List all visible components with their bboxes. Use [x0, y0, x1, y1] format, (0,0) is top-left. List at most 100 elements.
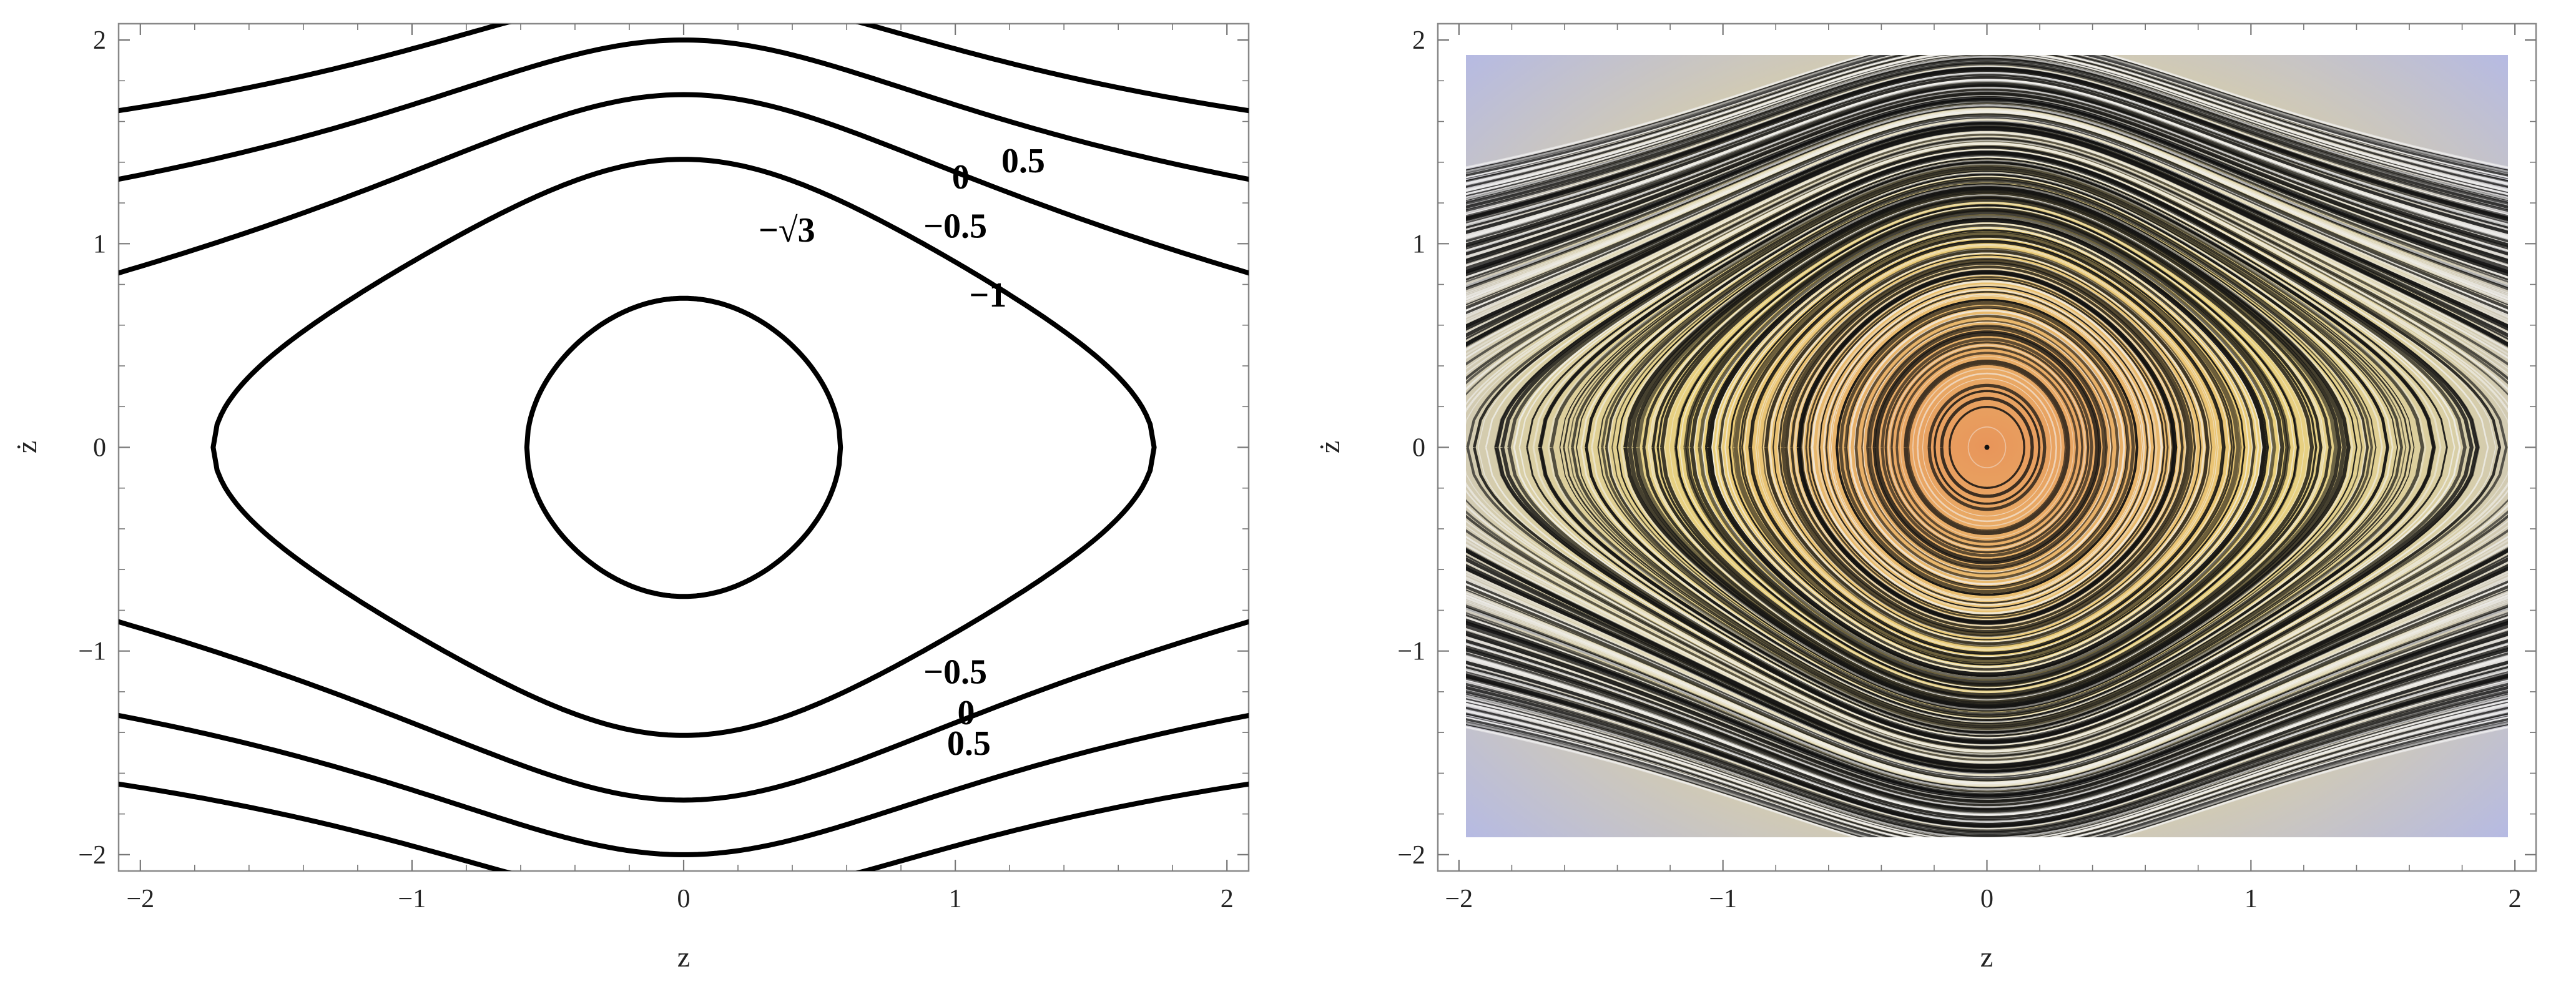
streamline — [1651, 195, 2323, 700]
streamline — [1466, 55, 2508, 185]
streamline — [1466, 690, 2508, 837]
streamline — [1466, 636, 2508, 805]
streamline — [1728, 229, 2246, 666]
contour-line — [119, 24, 1249, 114]
streamline — [1597, 177, 2377, 718]
streamline — [1466, 632, 2508, 804]
streamline — [1494, 150, 2480, 744]
streamline — [1466, 86, 2508, 252]
stream-y-tick-labels: −2 −1 0 1 2 — [1397, 26, 1425, 870]
streamline — [1900, 356, 2074, 539]
streamline — [1466, 704, 2508, 837]
contour-ticks — [119, 24, 1249, 871]
streamline — [1466, 108, 2508, 293]
x-tick-label: 2 — [2509, 885, 2522, 913]
streamline — [1466, 576, 2508, 777]
contour-labels: 0.50−0.5−1−√3−0.500.5 — [759, 142, 1045, 763]
y-tick-label: −2 — [78, 841, 106, 870]
streamline — [1867, 326, 2107, 569]
streamline — [1466, 601, 2508, 787]
contour-x-axis-title: z — [677, 941, 690, 973]
streamline — [1466, 75, 2508, 231]
contour-line — [524, 295, 843, 599]
stream-ticks — [1438, 24, 2536, 871]
streamline — [1466, 112, 2508, 303]
x-tick-label: 1 — [2244, 885, 2258, 913]
streamline — [1585, 172, 2389, 722]
streamline — [1822, 288, 2151, 606]
stream-background — [1466, 55, 2508, 837]
streamline — [1768, 252, 2206, 643]
streamline — [1538, 160, 2436, 735]
streamline — [1466, 71, 2508, 224]
streamline — [1518, 156, 2456, 739]
streamline — [1466, 55, 2508, 187]
streamline — [1793, 268, 2181, 627]
streamline — [1466, 520, 2508, 759]
streamline — [1466, 677, 2508, 829]
streamline — [1466, 628, 2508, 800]
streamline — [1466, 664, 2508, 820]
streamline — [1466, 669, 2508, 824]
streamline — [1466, 55, 2508, 173]
streamline — [1466, 113, 2508, 310]
streamline — [1532, 159, 2442, 736]
streamline — [1466, 130, 2508, 356]
streamline — [1466, 124, 2508, 338]
streamline — [1668, 202, 2306, 693]
streamline — [1811, 280, 2163, 615]
contour-line — [210, 157, 1157, 738]
x-tick-label: 0 — [677, 885, 691, 913]
streamline — [1854, 314, 2120, 581]
streamline — [1844, 305, 2130, 589]
streamline — [1790, 265, 2184, 629]
streamline — [1466, 699, 2508, 837]
streamline — [1880, 337, 2093, 558]
streamline — [1466, 661, 2508, 820]
streamline — [1466, 55, 2508, 184]
streamline — [1466, 90, 2508, 258]
streamline — [1466, 110, 2508, 301]
x-tick-label: 1 — [949, 885, 962, 913]
streamline — [1466, 716, 2508, 837]
streamline — [1466, 86, 2508, 256]
streamline — [1466, 144, 2508, 751]
streamline — [1466, 535, 2508, 763]
streamline — [1466, 694, 2508, 837]
streamline — [1772, 254, 2201, 641]
streamline — [1611, 181, 2362, 714]
streamline — [1949, 406, 2025, 489]
streamline — [1927, 383, 2047, 511]
streamline — [1466, 724, 2508, 837]
streamline — [1466, 80, 2508, 243]
streamline — [1890, 347, 2083, 548]
streamline — [1466, 55, 2508, 192]
streamline — [1466, 571, 2508, 775]
streamline — [1466, 137, 2508, 380]
streamline — [1748, 240, 2226, 655]
streamline — [1466, 55, 2508, 195]
streamline — [1466, 624, 2508, 800]
streamlines — [1466, 55, 2508, 837]
stream-x-tick-labels: −2 −1 0 1 2 — [1445, 885, 2521, 913]
stream-y-axis-title: ż — [1314, 441, 1345, 453]
streamline — [1466, 82, 2508, 247]
streamline — [1466, 121, 2508, 328]
streamline — [1763, 248, 2211, 646]
streamline — [1466, 585, 2508, 782]
streamline — [1777, 257, 2197, 638]
stream-panel: −2 −1 0 1 2 −2 −1 0 1 2 z ż — [1314, 22, 2537, 973]
streamline — [1466, 705, 2508, 837]
streamline — [1916, 372, 2058, 523]
contour-level-label: 0 — [952, 158, 970, 197]
streamline — [1466, 55, 2508, 177]
streamline — [1704, 217, 2269, 677]
streamline — [1466, 566, 2508, 774]
streamline — [1473, 145, 2502, 749]
streamline — [1757, 245, 2217, 650]
streamline — [1466, 580, 2508, 779]
streamline — [1605, 179, 2369, 716]
streamline — [1940, 396, 2034, 498]
streamline — [1620, 184, 2354, 711]
